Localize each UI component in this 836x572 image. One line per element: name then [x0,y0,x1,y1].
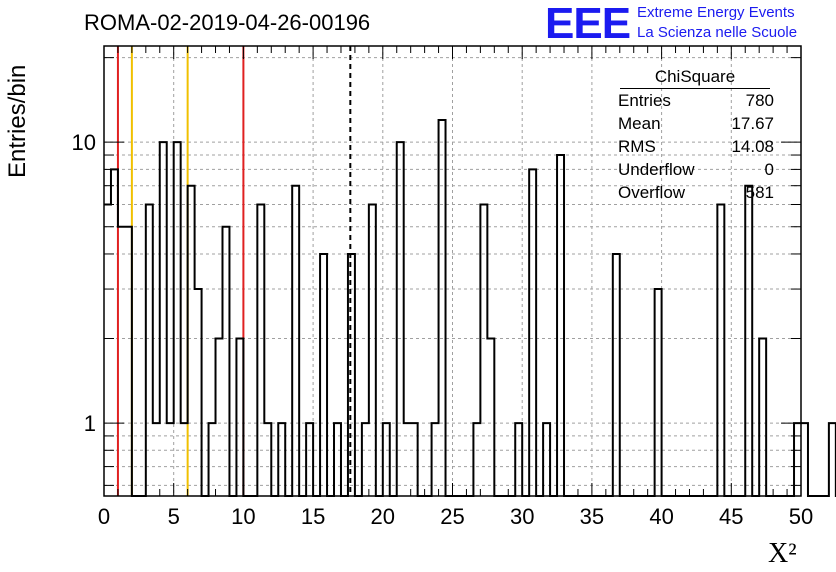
stats-row: Mean 17.67 [612,112,778,135]
x-tick-label: 20 [371,504,395,529]
stats-row: Overflow 581 [612,181,778,204]
stats-box: ChiSquare Entries 780 Mean 17.67 RMS 14.08 … [612,66,778,204]
stats-label: Mean [618,114,661,133]
eee-logo: EEE [545,0,631,48]
x-tick-label: 35 [580,504,604,529]
stats-value: 0 [764,160,774,179]
stats-value: 14.08 [731,137,774,156]
x-tick-label: 45 [719,504,743,529]
stats-value: 17.67 [731,114,774,133]
y-tick-label: 1 [84,411,96,436]
y-tick-label: 10 [72,130,96,155]
axis-tick-labels: 0 5 10 15 20 25 30 35 40 45 50 1 10 [72,130,814,529]
stats-value: 780 [745,91,774,110]
stats-label: Underflow [618,160,695,179]
x-tick-label: 0 [98,504,110,529]
logo-line-1: Extreme Energy Events [637,4,795,21]
stats-label: Overflow [618,183,686,202]
stats-label: RMS [618,137,656,156]
x-tick-label: 40 [649,504,673,529]
x-axis-label: X² [768,538,797,569]
x-tick-label: 25 [440,504,464,529]
stats-row: RMS 14.08 [612,135,778,158]
y-axis-label: Entries/bin [4,64,31,178]
x-tick-label: 5 [168,504,180,529]
logo-line-2: La Scienza nelle Scuole [637,24,798,41]
stats-value: 581 [745,183,774,202]
x-tick-label: 50 [789,504,813,529]
x-tick-label: 15 [301,504,325,529]
x-tick-label: 30 [510,504,534,529]
x-tick-label: 10 [231,504,255,529]
axis-ticks [103,46,802,496]
stats-label: Entries [618,91,671,110]
stats-row: Entries 780 [612,89,778,112]
stats-title: ChiSquare [620,66,770,89]
stats-row: Underflow 0 [612,158,778,181]
chart-title: ROMA-02-2019-04-26-00196 [84,10,371,35]
